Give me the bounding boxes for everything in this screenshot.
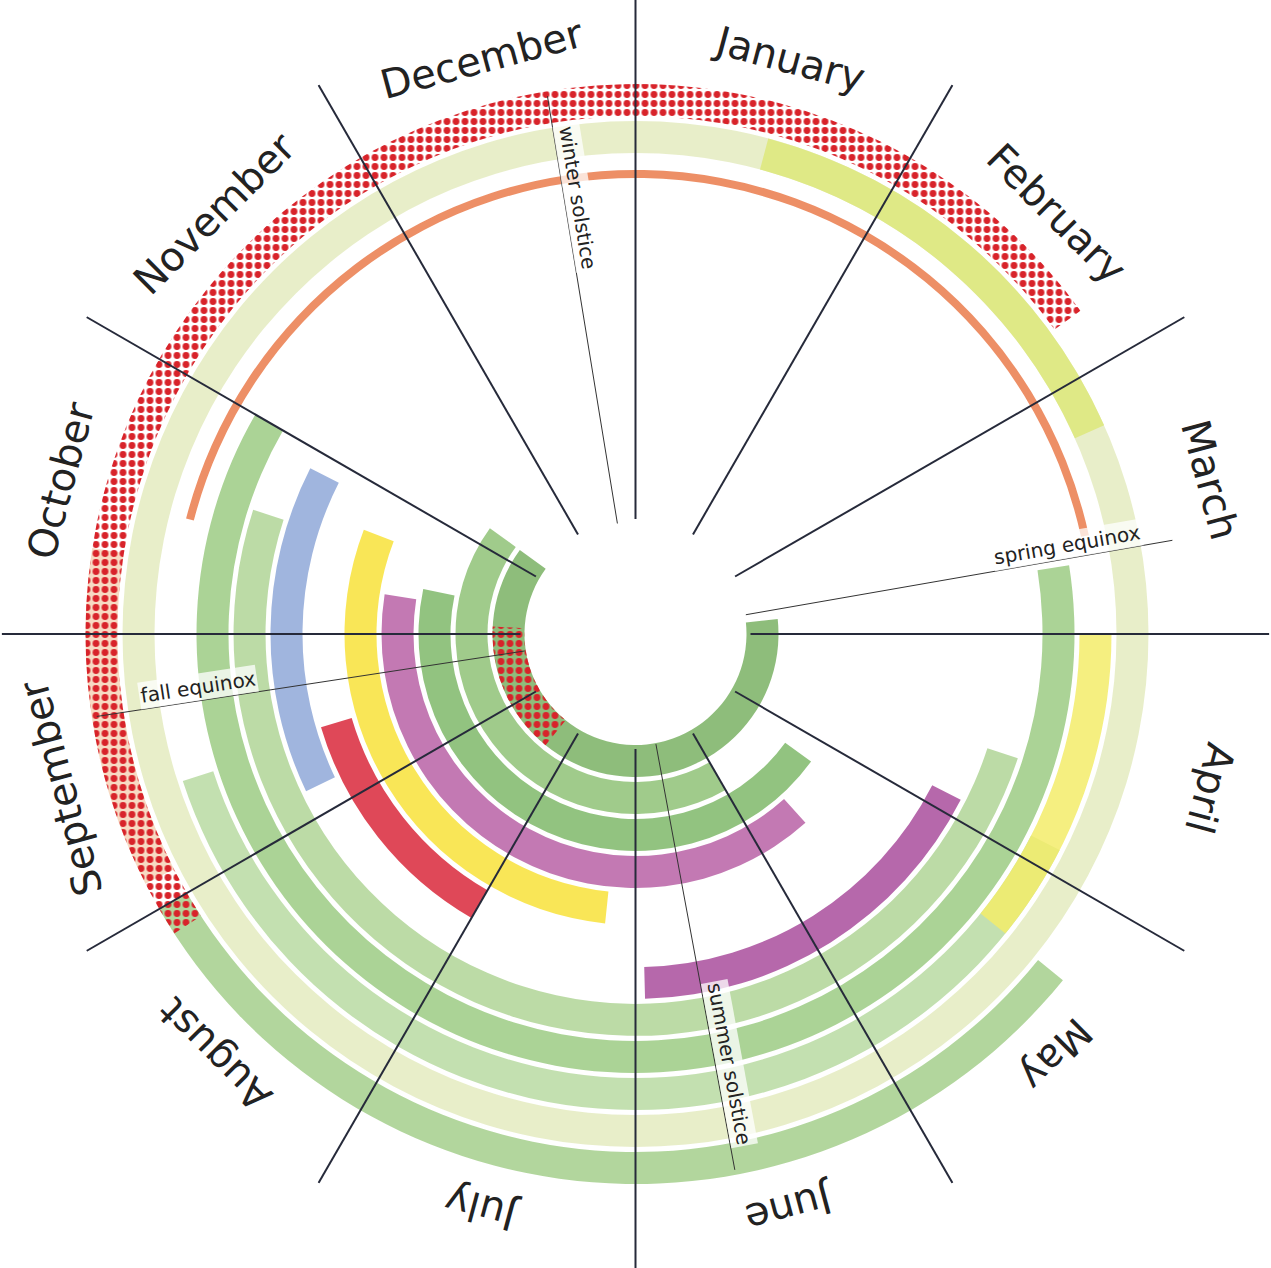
svg-text:June: June <box>740 1174 839 1242</box>
svg-text:November: November <box>124 123 304 303</box>
svg-text:December: December <box>376 10 589 108</box>
svg-text:February: February <box>978 134 1136 292</box>
svg-text:October: October <box>18 397 104 564</box>
svg-text:July: July <box>439 1177 523 1241</box>
svg-text:May: May <box>1010 1009 1101 1100</box>
svg-text:April: April <box>1176 738 1244 838</box>
svg-text:August: August <box>149 989 281 1121</box>
svg-text:summer solstice: summer solstice <box>703 981 757 1147</box>
svg-text:March: March <box>1172 415 1248 545</box>
svg-text:fall equinox: fall equinox <box>139 666 258 707</box>
svg-text:spring equinox: spring equinox <box>992 520 1142 569</box>
svg-text:September: September <box>10 675 112 901</box>
svg-text:January: January <box>709 17 870 101</box>
svg-text:winter solstice: winter solstice <box>554 124 601 271</box>
